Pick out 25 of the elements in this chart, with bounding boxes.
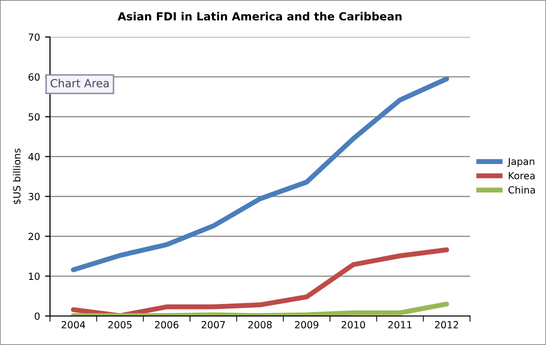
annotation: Chart Area [50,78,109,88]
line-series [70,247,450,316]
x-tick-label: 2008 [248,321,272,328]
y-tick-label: 0 [34,312,40,320]
x-tick-label: 2010 [342,321,366,328]
y-axis-title: $US billions [12,148,22,204]
chart-title: Asian FDI in Latin America and the Caribbean [118,12,402,20]
y-tick-label: 40 [28,153,40,160]
y-tick-label: 60 [28,73,40,81]
legend-label: Korea [508,172,535,180]
y-tick-label: 30 [28,192,40,200]
legend-label: China [508,186,535,194]
x-tick-label: 2011 [388,321,412,328]
x-tick-label: 2005 [108,321,132,328]
y-tick-label: 20 [28,232,40,240]
y-tick-label: 10 [28,272,40,280]
x-tick-label: 2007 [202,321,225,328]
x-tick-label: 2004 [62,321,86,328]
x-tick-label: 2006 [155,321,178,328]
y-tick-label: 50 [28,113,40,121]
y-tick-label: 70 [28,33,40,41]
x-tick-label: 2012 [435,321,458,328]
x-tick-label: 2009 [295,321,318,328]
line-series [70,302,450,316]
legend-label: Japan [507,158,534,167]
